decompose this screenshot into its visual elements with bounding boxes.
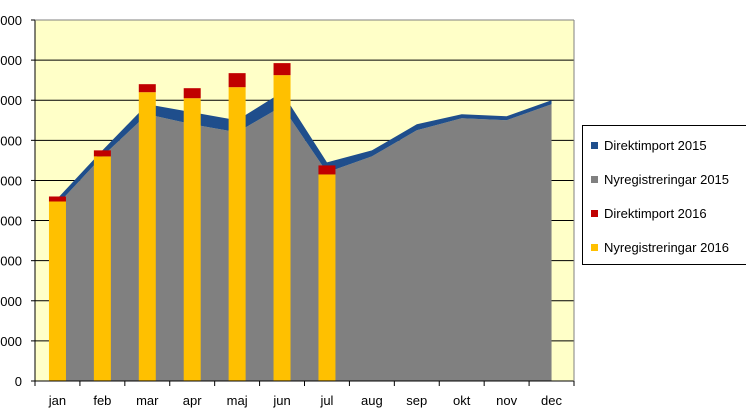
legend-label: Nyregistreringar 2015 <box>604 171 730 187</box>
bar-nyregistreringar-2016 <box>273 75 291 382</box>
bar-nyregistreringar-2016 <box>93 156 111 381</box>
y-tick-label: 000 <box>0 214 22 229</box>
x-tick-label: jan <box>48 393 66 408</box>
bar-direktimport-2016 <box>138 84 156 93</box>
legend-label: Nyregistreringar 2016 <box>604 239 730 255</box>
bar-nyregistreringar-2016 <box>228 87 246 382</box>
x-tick-label: jun <box>272 393 290 408</box>
bar-direktimport-2016 <box>48 196 66 202</box>
chart-legend: Direktimport 2015 Nyregistreringar 2015 … <box>582 125 746 265</box>
legend-swatch <box>591 141 598 149</box>
bar-series <box>48 63 336 382</box>
x-tick-label: dec <box>541 393 562 408</box>
y-tick-label: 000 <box>0 294 22 309</box>
x-tick-label: sep <box>406 393 427 408</box>
y-tick-label: 000 <box>0 334 22 349</box>
y-tick-label: 000 <box>0 13 22 28</box>
x-axis-tick-labels: jan feb mar apr maj jun jul aug sep okt nov dec <box>48 393 563 408</box>
y-tick-label: 0 <box>15 374 22 389</box>
y-tick-label: 000 <box>0 254 22 269</box>
legend-item-direktimport-2016: Direktimport 2016 <box>591 205 707 221</box>
area-direktimport-2015 <box>57 92 552 205</box>
bar-nyregistreringar-2016 <box>138 92 156 381</box>
y-tick-label: 000 <box>0 173 22 188</box>
legend-item-nyregistreringar-2015: Nyregistreringar 2015 <box>591 171 729 187</box>
bar-nyregistreringar-2016 <box>318 174 336 381</box>
legend-item-direktimport-2015: Direktimport 2015 <box>591 137 707 153</box>
x-tick-label: apr <box>183 393 202 408</box>
axes <box>31 19 575 386</box>
x-tick-label: jul <box>319 393 333 408</box>
bar-nyregistreringar-2016 <box>48 201 66 381</box>
area-nyregistreringar-2015 <box>57 104 552 381</box>
area-series <box>57 92 552 381</box>
bar-direktimport-2016 <box>318 165 336 175</box>
x-tick-label: feb <box>93 393 111 408</box>
legend-swatch <box>591 243 598 251</box>
legend-swatch <box>591 175 598 183</box>
x-tick-label: maj <box>227 393 248 408</box>
bar-direktimport-2016 <box>93 150 111 157</box>
x-tick-label: mar <box>136 393 159 408</box>
legend-label: Direktimport 2016 <box>604 205 707 221</box>
bar-direktimport-2016 <box>273 63 291 76</box>
y-tick-label: 000 <box>0 133 22 148</box>
x-tick-label: nov <box>496 393 517 408</box>
x-tick-label: okt <box>453 393 471 408</box>
bar-direktimport-2016 <box>183 88 201 99</box>
bar-nyregistreringar-2016 <box>183 98 201 381</box>
x-tick-label: aug <box>361 393 383 408</box>
legend-item-nyregistreringar-2016: Nyregistreringar 2016 <box>591 239 729 255</box>
y-tick-label: 000 <box>0 93 22 108</box>
bar-direktimport-2016 <box>228 73 246 88</box>
y-tick-label: 000 <box>0 53 22 68</box>
legend-label: Direktimport 2015 <box>604 137 707 153</box>
legend-swatch <box>591 209 598 217</box>
